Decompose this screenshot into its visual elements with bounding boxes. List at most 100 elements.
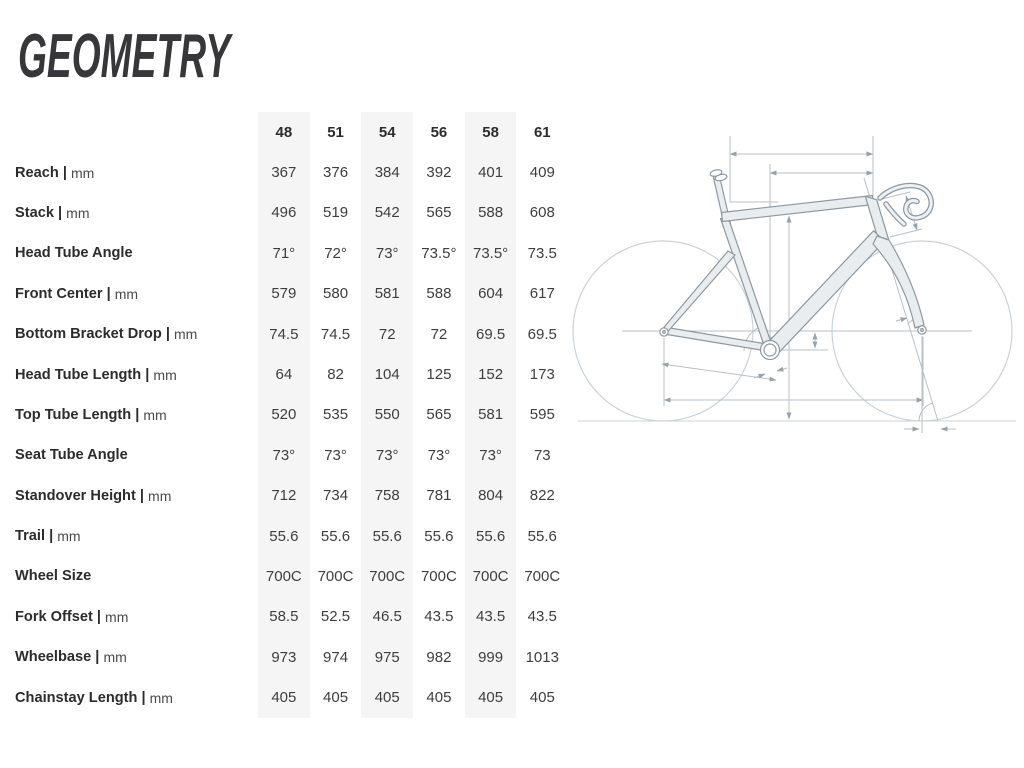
size-header-56: 56 — [430, 123, 448, 141]
row-label-standover-height: Standover Height | mm — [15, 476, 258, 516]
row-label-wheelbase: Wheelbase | mm — [15, 637, 258, 677]
value-reach-58: 401 — [478, 164, 504, 182]
row-label-unit: mm — [153, 366, 177, 383]
value-head-tube-angle-58: 73.5° — [472, 244, 509, 262]
size-column-58: 58 401 588 73.5° 604 69.5 152 581 73° 804 55.6 700C… — [464, 112, 517, 718]
row-label-front-center: Front Center | mm — [15, 274, 258, 314]
value-chainstay-length-58: 405 — [478, 689, 504, 707]
value-head-tube-length-56: 125 — [426, 366, 452, 384]
size-header-54: 54 — [378, 123, 396, 141]
value-front-center-56: 588 — [426, 285, 452, 303]
value-top-tube-length-61: 595 — [529, 406, 555, 424]
handlebar-outline — [877, 182, 934, 227]
value-seat-tube-angle-54: 73° — [375, 446, 399, 464]
value-reach-51: 376 — [323, 164, 349, 182]
row-label-unit: mm — [173, 326, 198, 343]
row-label-head-tube-angle: Head Tube Angle — [15, 233, 258, 273]
value-trail-51: 55.6 — [320, 527, 351, 545]
size-header-61: 61 — [533, 123, 551, 141]
row-label-text: Wheel Size — [15, 568, 92, 585]
value-bottom-bracket-drop-61: 69.5 — [527, 325, 557, 343]
value-trail-48: 55.6 — [269, 527, 299, 545]
value-stack-48: 496 — [271, 204, 297, 222]
row-label-text: Fork Offset — [15, 608, 93, 625]
value-stack-54: 542 — [374, 204, 400, 222]
row-label-separator: | — [91, 649, 104, 666]
value-reach-54: 384 — [374, 164, 400, 182]
row-label-text: Trail — [15, 528, 46, 545]
value-wheelbase-54: 975 — [374, 648, 400, 666]
value-wheelbase-56: 982 — [426, 648, 452, 666]
value-stack-61: 608 — [529, 204, 555, 222]
size-header-48: 48 — [275, 123, 293, 141]
label-column: Reach | mm Stack | mm Head Tube Angle Front… — [15, 112, 258, 718]
row-label-text: Top Tube Length — [15, 406, 132, 423]
row-label-fork-offset: Fork Offset | mm — [15, 597, 258, 637]
row-label-separator: | — [53, 204, 67, 221]
value-standover-height-58: 804 — [478, 487, 504, 505]
value-wheel-size-56: 700C — [420, 567, 457, 585]
row-label-reach: Reach | mm — [15, 152, 258, 192]
row-label-trail: Trail | mm — [15, 516, 258, 556]
value-standover-height-51: 734 — [323, 487, 349, 505]
value-trail-56: 55.6 — [424, 527, 454, 545]
row-label-wheel-size: Wheel Size — [15, 556, 258, 596]
row-label-stack: Stack | mm — [15, 193, 258, 233]
value-fork-offset-51: 52.5 — [320, 608, 351, 626]
value-front-center-51: 580 — [323, 285, 349, 303]
value-head-tube-length-48: 64 — [275, 366, 293, 384]
row-label-text: Seat Tube Angle — [15, 447, 128, 464]
page-title: GEOMETRY — [18, 22, 231, 91]
dimension-lines — [622, 136, 972, 433]
row-label-unit: mm — [148, 487, 172, 504]
value-head-tube-angle-51: 72° — [324, 244, 347, 262]
row-label-separator: | — [45, 528, 58, 545]
row-label-text: Wheelbase — [15, 649, 92, 666]
value-fork-offset-54: 46.5 — [372, 608, 402, 626]
row-label-text: Bottom Bracket Drop — [15, 326, 162, 343]
value-head-tube-length-51: 82 — [327, 366, 344, 384]
value-top-tube-length-54: 550 — [374, 406, 400, 424]
value-head-tube-angle-54: 73° — [375, 244, 399, 262]
value-bottom-bracket-drop-51: 74.5 — [320, 325, 351, 343]
row-label-text: Head Tube Length — [15, 366, 142, 383]
value-front-center-54: 581 — [374, 285, 400, 303]
value-reach-48: 367 — [271, 164, 297, 182]
value-wheel-size-54: 700C — [369, 567, 406, 585]
row-label-separator: | — [161, 326, 174, 343]
value-top-tube-length-51: 535 — [323, 406, 349, 424]
value-top-tube-length-58: 581 — [478, 406, 504, 424]
value-head-tube-length-54: 104 — [374, 366, 400, 384]
value-bottom-bracket-drop-48: 74.5 — [269, 325, 299, 343]
value-front-center-58: 604 — [478, 285, 504, 303]
value-head-tube-angle-48: 71° — [272, 244, 296, 262]
size-column-48: 48 367 496 71° 579 74.5 64 520 73° 712 55.6 700C 58.… — [258, 112, 310, 718]
value-front-center-61: 617 — [529, 285, 555, 303]
value-seat-tube-angle-56: 73° — [427, 446, 451, 464]
size-header-58: 58 — [482, 123, 499, 141]
row-label-unit: mm — [57, 528, 81, 545]
value-standover-height-54: 758 — [374, 487, 400, 505]
row-label-unit: mm — [66, 204, 90, 221]
value-top-tube-length-48: 520 — [271, 406, 297, 424]
geometry-table: Reach | mm Stack | mm Head Tube Angle Front… — [15, 112, 568, 718]
size-column-54: 54 384 542 73° 581 72 104 550 73° 758 55.6 700C 46.5… — [361, 112, 414, 718]
row-label-head-tube-length: Head Tube Length | mm — [15, 354, 258, 394]
row-label-text: Stack — [15, 204, 54, 221]
size-column-61: 61 409 608 73.5 617 69.5 173 595 73 822 55.6 700C 43… — [516, 112, 568, 718]
value-wheelbase-48: 973 — [271, 648, 297, 666]
value-stack-51: 519 — [323, 204, 349, 222]
size-column-56: 56 392 565 73.5° 588 72 125 565 73° 781 55.6 700C 43… — [413, 112, 465, 718]
row-label-text: Reach — [15, 164, 59, 181]
value-head-tube-length-58: 152 — [478, 366, 504, 384]
value-front-center-48: 579 — [271, 285, 297, 303]
value-chainstay-length-54: 405 — [374, 689, 400, 707]
value-head-tube-length-61: 173 — [529, 366, 555, 384]
row-label-bottom-bracket-drop: Bottom Bracket Drop | mm — [15, 314, 258, 354]
value-fork-offset-58: 43.5 — [475, 608, 506, 626]
row-label-separator: | — [135, 487, 149, 504]
value-chainstay-length-48: 405 — [271, 689, 297, 707]
row-label-text: Head Tube Angle — [15, 245, 133, 262]
value-reach-61: 409 — [529, 164, 555, 182]
